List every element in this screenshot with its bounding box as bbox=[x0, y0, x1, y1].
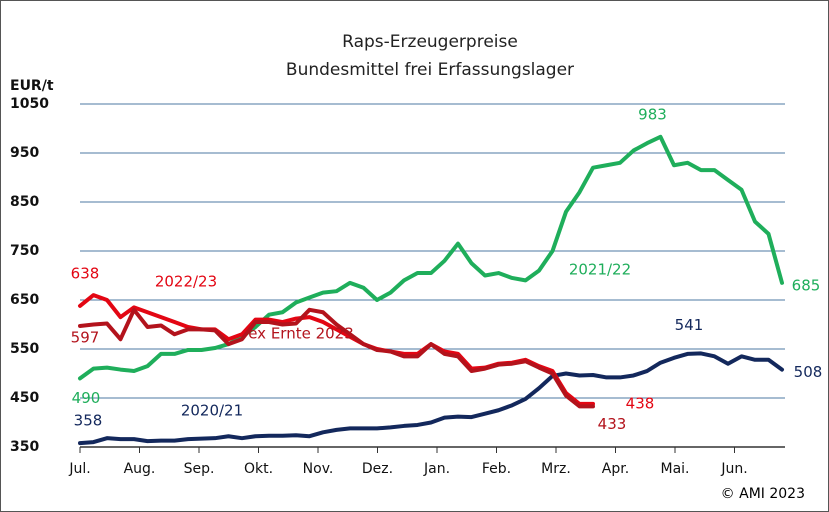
data-label: 433 bbox=[598, 415, 627, 433]
x-tick-label: Aug. bbox=[124, 461, 156, 477]
data-label: 983 bbox=[638, 105, 667, 123]
x-tick-label: Feb. bbox=[482, 461, 511, 477]
y-axis-label: EUR/t bbox=[10, 78, 54, 94]
x-tick-label: Mrz. bbox=[541, 461, 571, 477]
y-tick-label: 850 bbox=[10, 194, 39, 210]
data-label: 490 bbox=[72, 389, 101, 407]
y-tick-label: 350 bbox=[10, 439, 39, 455]
y-tick-label: 450 bbox=[10, 390, 39, 406]
x-tick-label: Jan. bbox=[423, 461, 450, 477]
series-label: 2020/21 bbox=[181, 402, 243, 420]
data-label: 358 bbox=[74, 412, 103, 430]
series-label: 2021/22 bbox=[569, 261, 631, 279]
series-label: 2022/23 bbox=[155, 273, 217, 291]
x-tick-label: Okt. bbox=[244, 461, 273, 477]
x-tick-label: Apr. bbox=[602, 461, 629, 477]
x-tick-label: Mai. bbox=[661, 461, 690, 477]
chart-title: Raps-Erzeugerpreise bbox=[342, 32, 518, 52]
source: © AMI 2023 bbox=[721, 486, 805, 502]
y-tick-label: 750 bbox=[10, 243, 39, 259]
y-tick-label: 1050 bbox=[10, 96, 49, 112]
data-label: 508 bbox=[794, 363, 823, 381]
series-line bbox=[78, 307, 595, 409]
x-tick-label: Nov. bbox=[303, 461, 334, 477]
y-tick-label: 650 bbox=[10, 292, 39, 308]
x-tick-label: Dez. bbox=[362, 461, 393, 477]
x-tick-label: Jul. bbox=[68, 461, 90, 477]
series-label: ex Ernte 2023 bbox=[248, 325, 354, 343]
data-label: 685 bbox=[792, 276, 821, 294]
y-tick-label: 950 bbox=[10, 145, 39, 161]
x-tick-label: Sep. bbox=[184, 461, 215, 477]
data-label: 438 bbox=[626, 394, 655, 412]
data-label: 597 bbox=[71, 328, 100, 346]
x-tick-label: Jun. bbox=[720, 461, 747, 477]
data-label: 541 bbox=[675, 316, 704, 334]
chart-subtitle: Bundesmittel frei Erfassungslager bbox=[286, 60, 574, 80]
data-label: 638 bbox=[71, 264, 100, 282]
series-line bbox=[78, 134, 784, 381]
series-line bbox=[78, 351, 784, 446]
y-tick-label: 550 bbox=[10, 341, 39, 357]
